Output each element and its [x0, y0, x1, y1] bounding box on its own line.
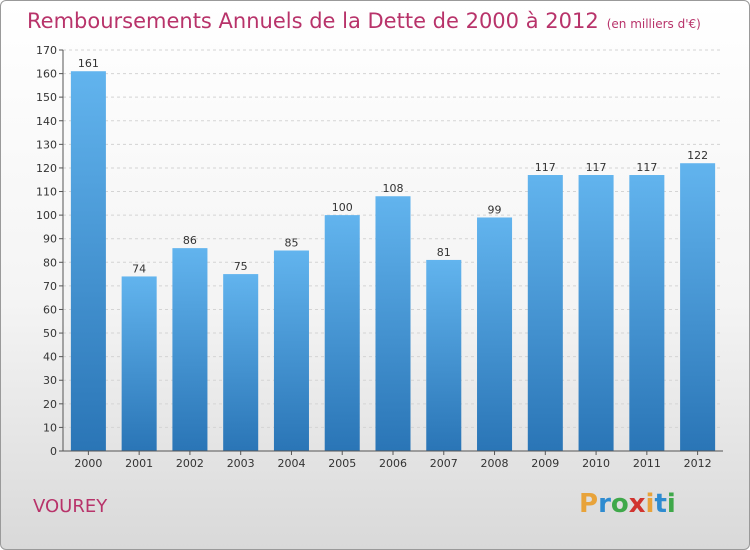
data-label-2004: 85 — [284, 237, 298, 250]
bar-2004 — [273, 250, 309, 451]
bar-2006 — [375, 196, 411, 451]
logo-letter: x — [628, 489, 646, 519]
bar-2003 — [223, 274, 259, 451]
data-label-2008: 99 — [488, 203, 502, 216]
bar-2005 — [324, 215, 360, 451]
x-tick-label: 2003 — [227, 457, 255, 470]
logo-letter: o — [610, 489, 629, 519]
y-tick-label: 110 — [36, 186, 57, 199]
bar-2008 — [477, 217, 513, 451]
logo-letter: r — [598, 489, 611, 519]
y-tick-label: 140 — [36, 115, 57, 128]
x-tick-label: 2002 — [176, 457, 204, 470]
x-tick-label: 2011 — [633, 457, 661, 470]
data-label-2002: 86 — [183, 234, 197, 247]
y-tick-label: 70 — [43, 280, 57, 293]
data-label-2001: 74 — [132, 262, 146, 275]
logo-letter: i — [645, 489, 655, 519]
logo-letter: P — [579, 489, 599, 519]
y-tick-label: 60 — [43, 303, 57, 316]
proxiti-logo[interactable]: Proxiti — [579, 489, 676, 519]
data-label-2005: 100 — [332, 201, 353, 214]
x-tick-label: 2007 — [430, 457, 458, 470]
y-tick-label: 40 — [43, 351, 57, 364]
y-tick-label: 100 — [36, 209, 57, 222]
data-label-2009: 117 — [535, 161, 556, 174]
data-label-2010: 117 — [586, 161, 607, 174]
y-tick-label: 170 — [36, 44, 57, 57]
data-label-2011: 117 — [636, 161, 657, 174]
x-tick-label: 2005 — [328, 457, 356, 470]
chart-title-text: Remboursements Annuels de la Dette de 20… — [27, 9, 599, 33]
y-tick-label: 10 — [43, 421, 57, 434]
y-tick-label: 90 — [43, 233, 57, 246]
logo-letter: i — [666, 489, 676, 519]
data-label-2006: 108 — [383, 182, 404, 195]
bar-2012 — [680, 163, 716, 452]
data-label-2012: 122 — [687, 149, 708, 162]
commune-name: VOUREY — [33, 496, 108, 517]
y-tick-label: 150 — [36, 91, 57, 104]
bar-2011 — [629, 175, 665, 452]
bar-2002 — [172, 248, 208, 451]
x-tick-label: 2006 — [379, 457, 407, 470]
y-tick-label: 80 — [43, 256, 57, 269]
chart-title: Remboursements Annuels de la Dette de 20… — [27, 9, 701, 33]
logo-letter: t — [654, 489, 667, 519]
y-tick-label: 130 — [36, 138, 57, 151]
y-tick-label: 120 — [36, 162, 57, 175]
y-tick-label: 0 — [50, 445, 57, 458]
x-tick-label: 2012 — [684, 457, 712, 470]
data-label-2007: 81 — [437, 246, 451, 259]
y-tick-label: 30 — [43, 374, 57, 387]
chart-subtitle: (en milliers d'€) — [606, 17, 701, 31]
x-tick-label: 2009 — [531, 457, 559, 470]
y-tick-label: 160 — [36, 68, 57, 81]
data-label-2003: 75 — [234, 260, 248, 273]
x-tick-label: 2004 — [277, 457, 305, 470]
bar-2001 — [121, 276, 157, 451]
x-tick-label: 2000 — [74, 457, 102, 470]
data-label-2000: 161 — [78, 57, 99, 70]
x-tick-label: 2008 — [481, 457, 509, 470]
y-tick-label: 20 — [43, 398, 57, 411]
x-tick-label: 2001 — [125, 457, 153, 470]
bars: 161 74 86 75 85 100 108 81 99 117 117 117 122 — [70, 57, 716, 452]
x-axis: 2000 2001 2002 2003 2004 2005 2006 2007 2008 2009… — [63, 450, 723, 470]
bar-2009 — [527, 175, 563, 452]
bar-2000 — [70, 71, 106, 452]
y-tick-label: 50 — [43, 327, 57, 340]
x-tick-label: 2010 — [582, 457, 610, 470]
y-axis: 0 10 20 30 40 50 60 70 80 90 100 110 120 130 140 150 160… — [36, 44, 64, 458]
bar-2007 — [426, 259, 462, 451]
bar-2010 — [578, 175, 614, 452]
